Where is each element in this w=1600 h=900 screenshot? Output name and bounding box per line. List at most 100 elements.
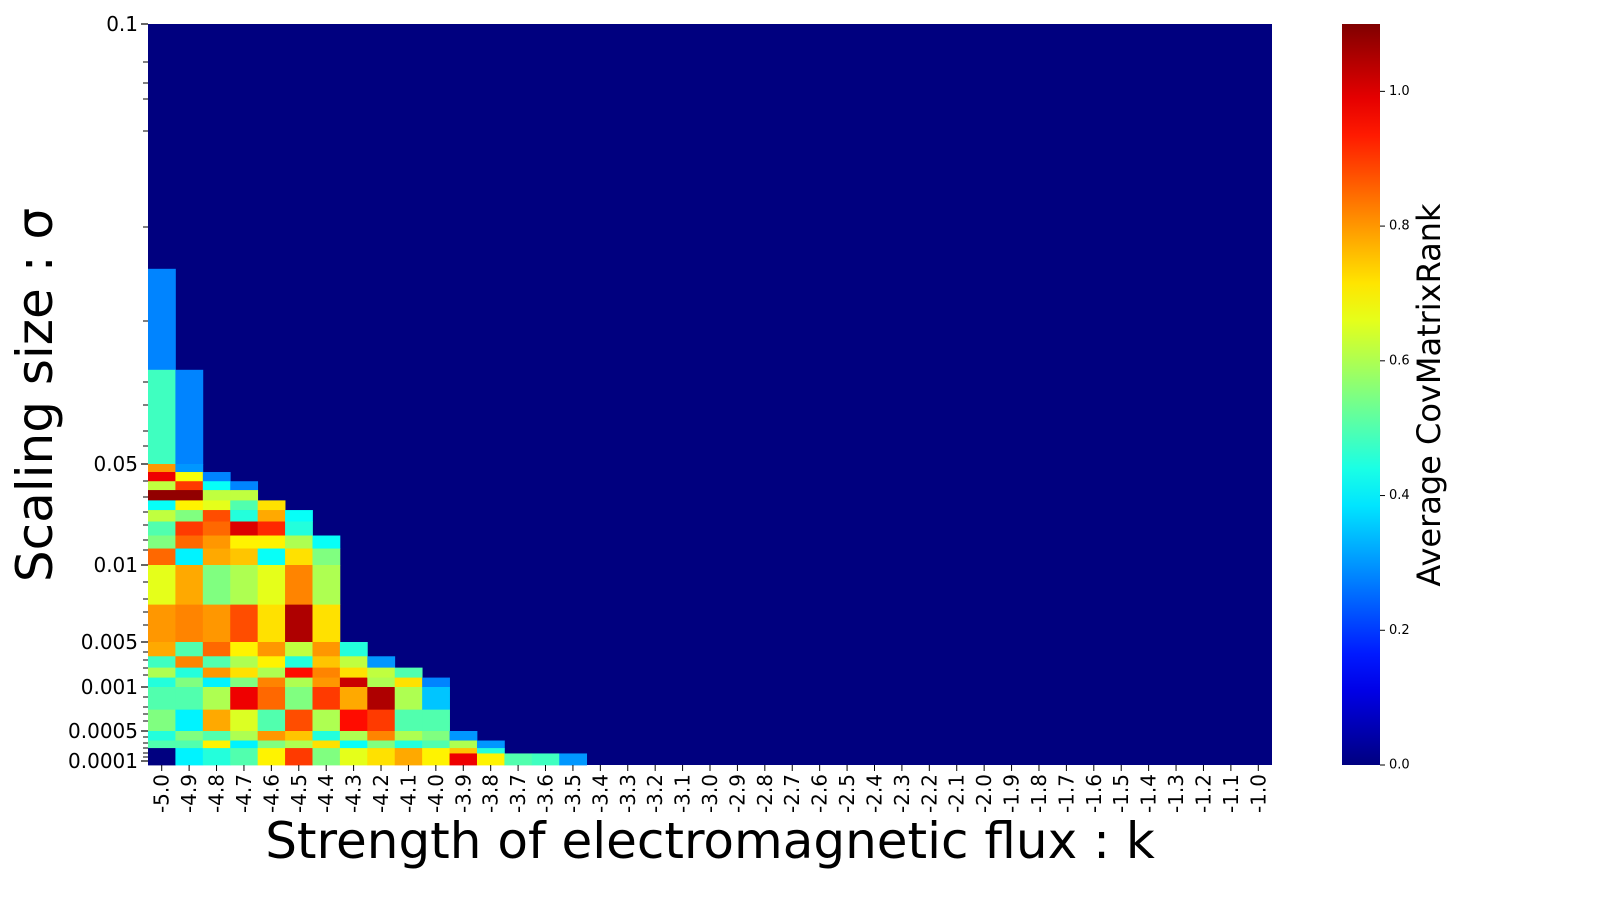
heatmap-cell <box>285 548 313 566</box>
x-tick-label: -3.5 <box>561 774 585 813</box>
x-tick-label: -3.3 <box>616 774 640 813</box>
x-tick-label: -3.9 <box>451 774 475 813</box>
heatmap-cell <box>175 748 204 766</box>
heatmap-cell <box>339 709 368 732</box>
heatmap-cell <box>175 481 204 491</box>
heatmap-cell <box>312 656 341 669</box>
heatmap-cell <box>175 667 204 678</box>
heatmap-cell <box>367 731 396 741</box>
x-tick-label: -5.0 <box>150 774 174 813</box>
y-tick-label: 0.0001 <box>68 749 138 773</box>
heatmap-cell <box>285 510 313 522</box>
heatmap-cell <box>257 500 286 511</box>
heatmap-cell <box>476 753 505 766</box>
heatmap-cell <box>175 604 204 643</box>
heatmap-cell <box>148 656 176 669</box>
heatmap-cell <box>257 510 286 522</box>
heatmap-cell <box>202 642 231 657</box>
heatmap-cell <box>339 642 368 657</box>
x-tick-label: -1.2 <box>1191 774 1215 813</box>
heatmap-cell <box>367 748 396 766</box>
heatmap-cell <box>257 565 286 606</box>
heatmap-cell <box>148 521 176 536</box>
heatmap-cell <box>148 490 176 501</box>
heatmap-cell <box>230 687 259 711</box>
heatmap-cell <box>175 521 204 536</box>
heatmap-cell <box>148 500 176 511</box>
heatmap-cell <box>175 740 204 749</box>
x-tick-label: -2.1 <box>945 774 969 813</box>
heatmap-cell <box>175 510 204 522</box>
x-tick-label: -2.2 <box>917 774 941 813</box>
heatmap-cell <box>449 748 478 754</box>
heatmap-cell <box>202 740 231 749</box>
heatmap-cell <box>285 667 313 678</box>
x-tick-label: -1.8 <box>1027 774 1051 813</box>
heatmap-cell <box>175 490 204 501</box>
heatmap-cell <box>504 753 533 766</box>
y-tick-label: 0.1 <box>106 12 138 36</box>
x-tick-label: -4.0 <box>424 774 448 813</box>
heatmap-cell <box>202 510 231 522</box>
heatmap-cell <box>202 548 231 566</box>
heatmap-cell <box>257 604 286 643</box>
heatmap-cell <box>148 667 176 678</box>
heatmap-cell <box>230 709 259 732</box>
heatmap-cell <box>148 709 176 732</box>
heatmap-cell <box>257 642 286 657</box>
heatmap-cell <box>422 677 450 688</box>
heatmap-cell <box>476 748 505 754</box>
x-tick-label: -3.4 <box>588 774 612 813</box>
heatmap-cell <box>257 656 286 669</box>
heatmap-cell <box>202 667 231 678</box>
colorbar-title: Average CovMatrixRank <box>1410 203 1448 587</box>
x-tick-label: -4.2 <box>369 774 393 813</box>
x-tick-label: -2.8 <box>753 774 777 813</box>
heatmap-cell <box>175 656 204 669</box>
x-tick-label: -1.3 <box>1164 774 1188 813</box>
heatmap-cell <box>230 481 259 491</box>
x-tick-label: -2.5 <box>835 774 859 813</box>
heatmap-cell <box>449 753 478 766</box>
heatmap-cell <box>230 604 259 643</box>
x-tick-label: -4.4 <box>314 774 338 813</box>
heatmap-cell <box>230 642 259 657</box>
heatmap-cell <box>285 687 313 711</box>
x-tick-label: -3.6 <box>534 774 558 813</box>
heatmap-cell <box>257 740 286 749</box>
heatmap-cell <box>148 464 176 473</box>
heatmap-cell <box>257 687 286 711</box>
heatmap-cell <box>175 565 204 606</box>
heatmap-cell <box>312 604 341 643</box>
y-tick-label: 0.001 <box>81 675 138 699</box>
heatmap-cell <box>422 740 450 749</box>
heatmap-cell <box>230 656 259 669</box>
heatmap-cell <box>285 521 313 536</box>
x-tick-label: -1.9 <box>1000 774 1024 813</box>
heatmap-cell <box>422 748 450 766</box>
heatmap-cell <box>175 548 204 566</box>
heatmap-cell <box>148 565 176 606</box>
heatmap-cell <box>175 731 204 741</box>
heatmap-cell <box>339 748 368 766</box>
heatmap-cell <box>202 472 231 482</box>
heatmap-cell <box>230 731 259 741</box>
y-axis-title: Scaling size : σ <box>6 208 64 582</box>
heatmap-cell <box>230 510 259 522</box>
heatmap-cell <box>148 642 176 657</box>
heatmap-cell <box>257 667 286 678</box>
heatmap-cell <box>148 731 176 741</box>
heatmap-cell <box>202 656 231 669</box>
x-tick-label: -3.2 <box>643 774 667 813</box>
heatmap-cell <box>312 748 341 766</box>
heatmap-cell <box>202 565 231 606</box>
heatmap-cell <box>367 677 396 688</box>
heatmap-cell <box>476 740 505 749</box>
heatmap-cell <box>312 548 341 566</box>
x-tick-label: -1.5 <box>1109 774 1133 813</box>
x-tick-label: -3.1 <box>671 774 695 813</box>
heatmap-cell <box>148 604 176 643</box>
heatmap-cell <box>531 753 560 766</box>
heatmap-cell <box>394 677 423 688</box>
heatmap-cell <box>230 521 259 536</box>
